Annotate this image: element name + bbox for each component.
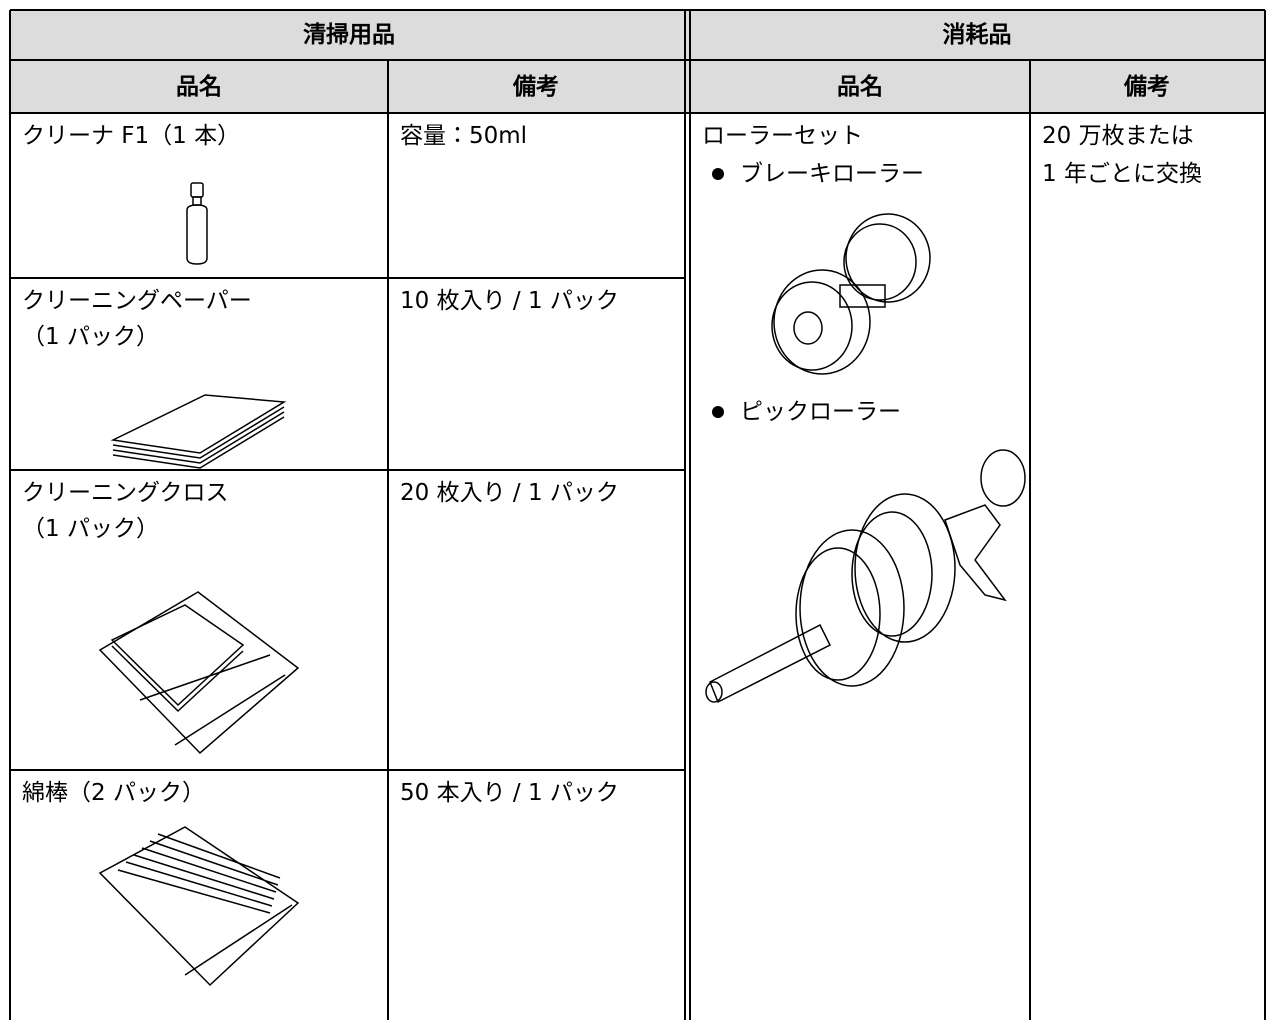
item-name: 綿棒（2 パック） xyxy=(22,780,205,806)
item-note: 20 万枚または xyxy=(1042,123,1194,149)
bottle-icon xyxy=(186,182,208,265)
swab-icon xyxy=(98,826,300,987)
pick-roller-icon xyxy=(705,449,1026,704)
item-note: 50 本入り / 1 パック xyxy=(400,780,619,806)
item-name: （1 パック） xyxy=(22,324,159,350)
item-name: ローラーセット xyxy=(702,123,863,149)
column-header: 品名 xyxy=(837,74,883,100)
column-header: 備考 xyxy=(1124,74,1170,100)
cloth-icon xyxy=(98,591,300,755)
illustrations xyxy=(98,182,1026,987)
item-note: 容量：50ml xyxy=(400,123,528,149)
grid-lines xyxy=(9,9,1266,1020)
column-header: 品名 xyxy=(176,74,222,100)
bullets xyxy=(712,168,724,418)
item-name: クリーニングペーパー xyxy=(22,288,252,314)
item-name: クリーニングクロス xyxy=(22,480,229,506)
item-note: 1 年ごとに交換 xyxy=(1042,161,1202,187)
sub-item: ブレーキローラー xyxy=(740,161,924,187)
item-name: クリーナ F1（1 本） xyxy=(22,123,241,149)
column-header: 備考 xyxy=(513,74,559,100)
group-title: 消耗品 xyxy=(942,22,1012,48)
group-title: 清掃用品 xyxy=(303,22,395,48)
sub-item: ピックローラー xyxy=(740,399,901,425)
item-note: 20 枚入り / 1 パック xyxy=(400,480,619,506)
header-bg xyxy=(10,10,1265,113)
item-note: 10 枚入り / 1 パック xyxy=(400,288,619,314)
brake-roller-icon xyxy=(771,213,931,375)
paper-icon xyxy=(110,394,287,469)
item-name: （1 パック） xyxy=(22,516,159,542)
